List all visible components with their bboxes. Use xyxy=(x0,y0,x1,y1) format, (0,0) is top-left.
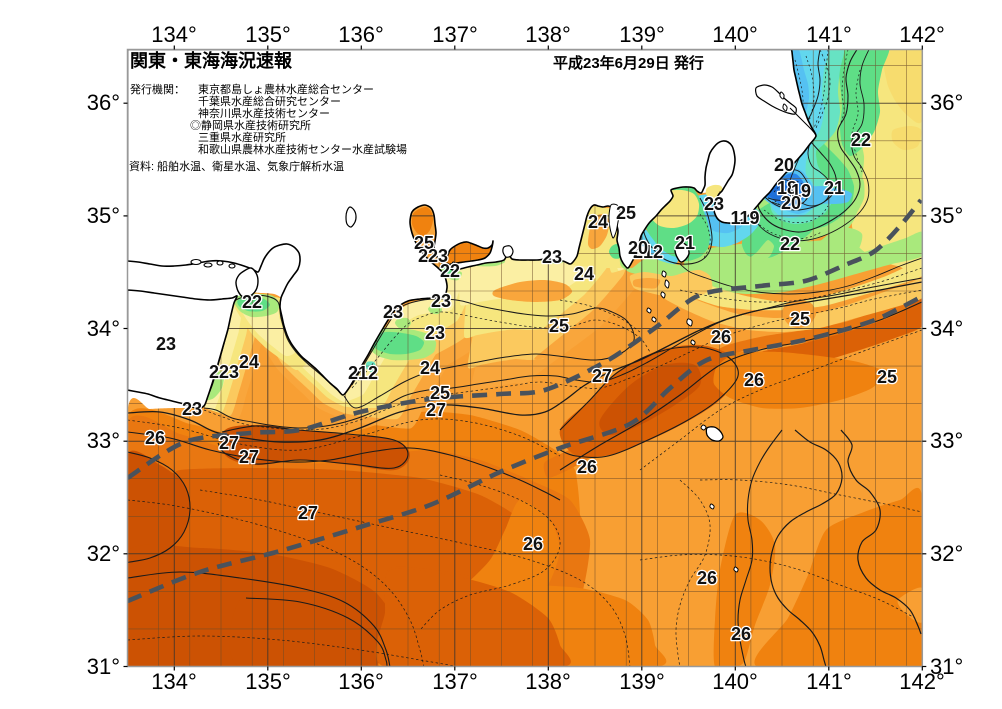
svg-text:20: 20 xyxy=(628,238,648,258)
svg-text:23: 23 xyxy=(704,194,724,214)
svg-text:31°: 31° xyxy=(87,654,120,679)
svg-text:東京都島しょ農林水産総合センター: 東京都島しょ農林水産総合センター xyxy=(198,82,374,96)
svg-text:36°: 36° xyxy=(87,90,120,115)
svg-text:31°: 31° xyxy=(930,654,963,679)
svg-text:136°: 136° xyxy=(338,22,384,47)
svg-text:三重県水産研究所: 三重県水産研究所 xyxy=(198,130,286,144)
svg-text:26: 26 xyxy=(523,534,543,554)
svg-text:33°: 33° xyxy=(87,428,120,453)
svg-text:和歌山県農林水産技術センター水産試験場: 和歌山県農林水産技術センター水産試験場 xyxy=(198,142,407,156)
svg-text:22: 22 xyxy=(242,292,262,312)
svg-text:関東・東海海況速報: 関東・東海海況速報 xyxy=(130,50,293,71)
svg-text:136°: 136° xyxy=(338,669,384,694)
svg-text:23: 23 xyxy=(156,334,176,354)
svg-text:24: 24 xyxy=(239,352,259,372)
svg-text:212: 212 xyxy=(348,363,378,383)
svg-text:142°: 142° xyxy=(899,669,945,694)
svg-text:142°: 142° xyxy=(899,22,945,47)
svg-text:22: 22 xyxy=(440,261,460,281)
svg-text:27: 27 xyxy=(298,503,318,523)
svg-text:32°: 32° xyxy=(930,541,963,566)
svg-text:27: 27 xyxy=(426,400,446,420)
svg-text:35°: 35° xyxy=(87,203,120,228)
svg-text:26: 26 xyxy=(145,428,165,448)
svg-text:134°: 134° xyxy=(151,22,197,47)
svg-text:25: 25 xyxy=(790,309,810,329)
svg-text:27: 27 xyxy=(592,366,612,386)
svg-text:135°: 135° xyxy=(245,22,291,47)
svg-text:33°: 33° xyxy=(930,428,963,453)
svg-text:25: 25 xyxy=(549,316,569,336)
svg-text:21: 21 xyxy=(824,178,844,198)
svg-text:22: 22 xyxy=(851,130,871,150)
svg-text:141°: 141° xyxy=(806,669,852,694)
svg-text:138°: 138° xyxy=(525,22,571,47)
svg-text:神奈川県水産技術センター: 神奈川県水産技術センター xyxy=(198,106,330,120)
svg-text:20: 20 xyxy=(781,193,801,213)
svg-text:25: 25 xyxy=(430,383,450,403)
svg-text:134°: 134° xyxy=(151,669,197,694)
svg-text:◎静岡県水産技術研究所: ◎静岡県水産技術研究所 xyxy=(190,118,311,132)
svg-text:22: 22 xyxy=(780,234,800,254)
svg-text:26: 26 xyxy=(577,457,597,477)
svg-text:25: 25 xyxy=(877,367,897,387)
svg-text:119: 119 xyxy=(730,208,759,228)
svg-text:35°: 35° xyxy=(930,203,963,228)
svg-text:19: 19 xyxy=(791,181,811,201)
svg-text:発行機関：: 発行機関： xyxy=(130,82,185,96)
svg-text:34°: 34° xyxy=(930,316,963,341)
svg-text:資料: 船舶水温、衛星水温、気象庁解析水温: 資料: 船舶水温、衛星水温、気象庁解析水温 xyxy=(129,159,344,173)
svg-text:18: 18 xyxy=(777,178,797,198)
svg-text:212: 212 xyxy=(633,242,663,262)
svg-text:20: 20 xyxy=(774,155,794,175)
svg-text:25: 25 xyxy=(414,233,434,253)
svg-text:21: 21 xyxy=(675,233,695,253)
svg-text:139°: 139° xyxy=(619,22,665,47)
svg-text:平成23年6月29日 発行: 平成23年6月29日 発行 xyxy=(553,54,704,72)
svg-text:26: 26 xyxy=(731,624,751,644)
svg-text:26: 26 xyxy=(711,327,731,347)
svg-text:23: 23 xyxy=(542,247,562,267)
svg-text:24: 24 xyxy=(588,212,608,232)
svg-text:23: 23 xyxy=(425,323,445,343)
svg-text:26: 26 xyxy=(744,370,764,390)
svg-text:23: 23 xyxy=(182,399,202,419)
svg-text:32°: 32° xyxy=(87,541,120,566)
svg-text:24: 24 xyxy=(420,358,440,378)
svg-text:23: 23 xyxy=(431,291,451,311)
svg-text:137°: 137° xyxy=(432,22,478,47)
svg-text:139°: 139° xyxy=(619,669,665,694)
svg-text:千葉県水産総合研究センター: 千葉県水産総合研究センター xyxy=(198,94,341,108)
svg-text:23: 23 xyxy=(383,302,403,322)
svg-text:25: 25 xyxy=(616,203,636,223)
svg-text:27: 27 xyxy=(219,433,239,453)
svg-text:223: 223 xyxy=(209,362,239,382)
svg-text:34°: 34° xyxy=(87,316,120,341)
svg-text:141°: 141° xyxy=(806,22,852,47)
svg-text:36°: 36° xyxy=(930,90,963,115)
svg-text:26: 26 xyxy=(697,568,717,588)
svg-text:140°: 140° xyxy=(712,22,758,47)
svg-text:223: 223 xyxy=(418,246,448,266)
svg-text:138°: 138° xyxy=(525,669,571,694)
svg-text:24: 24 xyxy=(574,264,594,284)
svg-text:137°: 137° xyxy=(432,669,478,694)
svg-text:27: 27 xyxy=(239,447,259,467)
svg-text:140°: 140° xyxy=(712,669,758,694)
svg-text:135°: 135° xyxy=(245,669,291,694)
